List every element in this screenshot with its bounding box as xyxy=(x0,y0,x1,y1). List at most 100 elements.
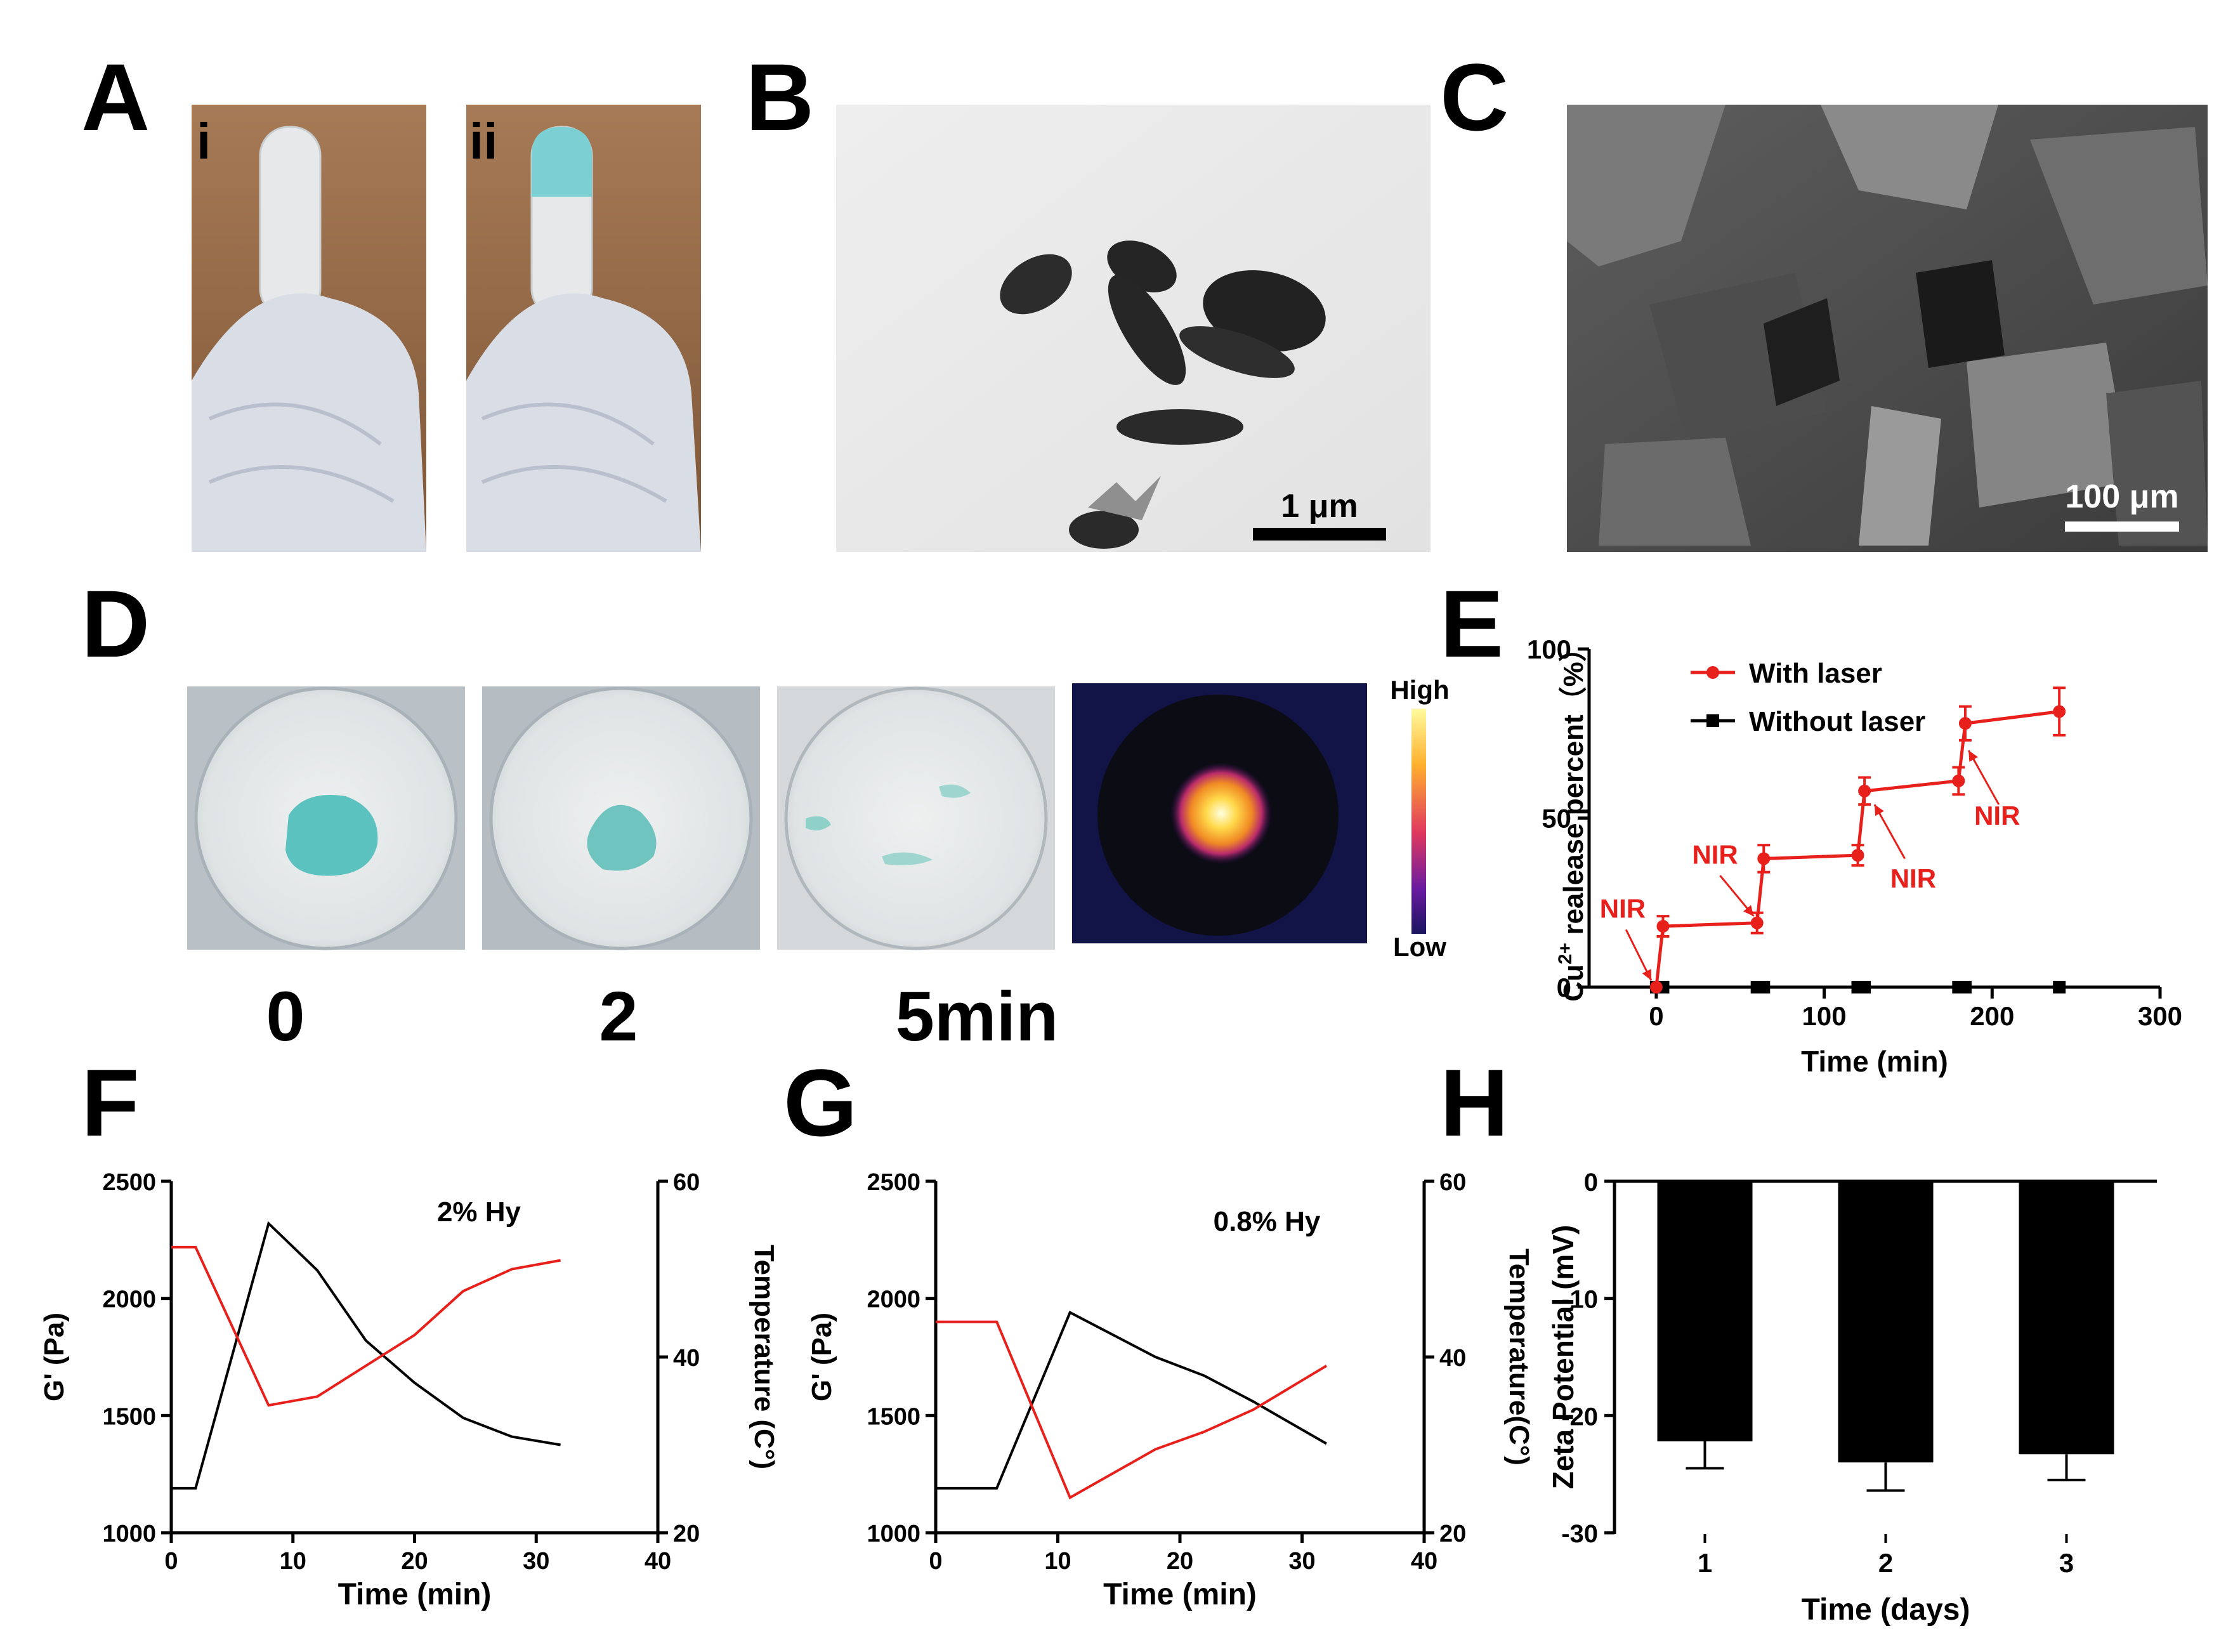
panel-label-a: A xyxy=(81,44,150,150)
h-bar xyxy=(1838,1181,1934,1463)
e-nir-arrow-head xyxy=(1875,804,1884,816)
scale-bar-label-c: 100 μm xyxy=(2065,478,2178,515)
f-right-tick-label: 60 xyxy=(673,1169,700,1196)
e-with-laser-point xyxy=(1851,849,1864,862)
e-y-tick-label: 50 xyxy=(1542,804,1571,834)
panel-a-photo-ii: ii xyxy=(466,105,701,552)
panel-label-d: D xyxy=(81,570,150,677)
chart-h-zeta-potential: 0 -10 -20 -30 1 2 3 Time (days) Zeta Potential (… xyxy=(1547,1169,2157,1627)
g-left-tick-label: 1500 xyxy=(867,1403,920,1430)
e-with-laser-point xyxy=(1649,981,1663,993)
f-x-tick-label: 40 xyxy=(645,1548,671,1575)
e-nir-annotation: NIR xyxy=(1974,801,2020,830)
panel-d-dish-5min xyxy=(777,686,1055,950)
e-x-tick-label: 300 xyxy=(2138,1001,2182,1031)
e-x-tick-label: 200 xyxy=(1970,1001,2014,1031)
e-nir-annotation: NIR xyxy=(1600,894,1646,924)
e-nir-arrow-shaft xyxy=(1967,750,2000,805)
f-right-axis-title: Temperature (C°) xyxy=(749,1245,780,1469)
e-legend-with-laser-label: With laser xyxy=(1749,658,1882,689)
e-without-laser-point xyxy=(2053,981,2066,993)
e-y-title-cu: Cu xyxy=(1558,964,1589,1002)
f-title: 2% Hy xyxy=(437,1196,521,1228)
f-modulus-line xyxy=(171,1221,561,1490)
f-left-tick-label: 2500 xyxy=(102,1169,156,1196)
e-x-tick-label: 0 xyxy=(1649,1001,1663,1031)
e-with-laser-point xyxy=(1952,774,1965,787)
panel-d-dish-2 xyxy=(482,686,760,950)
f-x-tick-label: 0 xyxy=(164,1548,178,1575)
scale-bar-b xyxy=(1253,528,1386,541)
g-x-tick-label: 10 xyxy=(1044,1548,1071,1575)
g-x-tick-label: 0 xyxy=(929,1548,942,1575)
e-nir-arrow-shaft xyxy=(1873,804,1906,860)
f-right-tick-label: 40 xyxy=(673,1345,700,1372)
panel-a-photo-i: i xyxy=(192,105,426,552)
h-y-tick-label: -20 xyxy=(1561,1403,1598,1431)
e-with-laser-point xyxy=(2053,705,2066,718)
e-legend-without-laser-label: Without laser xyxy=(1749,706,1925,737)
panel-label-b: B xyxy=(745,44,814,150)
e-legend-with-laser-marker xyxy=(1706,666,1719,679)
e-with-laser-point xyxy=(1958,717,1972,730)
h-y-tick-label: 0 xyxy=(1584,1169,1598,1196)
g-left-tick-label: 2000 xyxy=(867,1287,920,1313)
e-y-title-rest: realease percent（%） xyxy=(1558,634,1589,943)
panel-d-dish-0 xyxy=(187,686,465,950)
e-nir-arrow-head xyxy=(1968,750,1978,762)
e-y-axis-title: Cu2+ realease percent（%） xyxy=(1555,634,1589,1002)
colorbar-low-label: Low xyxy=(1393,932,1446,962)
panel-label-g: G xyxy=(783,1049,858,1156)
g-left-axis-title: G' (Pa) xyxy=(806,1313,837,1401)
h-x-tick-label: 3 xyxy=(2059,1548,2074,1578)
h-bar xyxy=(2019,1181,2114,1455)
panel-c-sem-image: 100 μm xyxy=(1567,105,2208,552)
h-x-tick-label: 2 xyxy=(1878,1548,1893,1578)
panel-label-h: H xyxy=(1440,1049,1509,1156)
e-without-laser-point xyxy=(1858,981,1871,993)
g-x-tick-label: 40 xyxy=(1411,1548,1437,1575)
e-nir-arrow-head xyxy=(1743,905,1754,917)
panel-label-c: C xyxy=(1440,44,1509,150)
photo-label-i: i xyxy=(197,113,211,169)
e-y-title-sup: 2+ xyxy=(1555,943,1576,964)
e-legend-without-laser-marker xyxy=(1706,714,1719,727)
e-without-laser-point xyxy=(1757,981,1771,993)
e-nir-annotation: NIR xyxy=(1692,839,1738,869)
f-x-axis-title: Time (min) xyxy=(338,1578,492,1611)
scale-bar-c xyxy=(2065,521,2179,532)
g-x-tick-label: 20 xyxy=(1167,1548,1193,1575)
g-right-tick-label: 20 xyxy=(1439,1521,1466,1547)
g-x-axis-title: Time (min) xyxy=(1103,1578,1257,1611)
h-y-tick-label: -30 xyxy=(1561,1520,1598,1548)
g-left-tick-label: 1000 xyxy=(867,1521,920,1547)
photo-label-ii: ii xyxy=(469,113,497,169)
e-nir-arrow-head xyxy=(1642,969,1651,981)
time-label-2: 2 xyxy=(599,978,638,1056)
e-x-axis-title: Time (min) xyxy=(1801,1045,1948,1078)
h-x-tick-label: 1 xyxy=(1698,1548,1712,1578)
chart-e-copper-release: 0 50 100 0 100 200 300 Time (min) Cu2+ realease … xyxy=(1527,634,2182,1078)
panel-label-e: E xyxy=(1440,570,1503,677)
g-right-axis-title: Temperature(C°) xyxy=(1503,1249,1535,1465)
f-right-tick-label: 20 xyxy=(673,1521,700,1547)
f-left-tick-label: 1000 xyxy=(102,1521,156,1547)
h-y-tick-label: -10 xyxy=(1561,1286,1598,1314)
g-left-tick-label: 2500 xyxy=(867,1169,920,1196)
e-with-laser-point xyxy=(1858,784,1871,797)
e-with-laser-point xyxy=(1757,852,1771,865)
scale-bar-label-b: 1 μm xyxy=(1281,488,1358,525)
time-label-5min: 5min xyxy=(896,978,1059,1056)
thermal-colorbar xyxy=(1411,709,1426,934)
g-modulus-line xyxy=(936,1311,1327,1490)
g-temperature-line xyxy=(936,1320,1328,1500)
f-x-tick-label: 30 xyxy=(523,1548,549,1575)
f-temperature-line xyxy=(171,1245,561,1407)
g-right-tick-label: 40 xyxy=(1439,1345,1466,1372)
time-label-0: 0 xyxy=(266,978,304,1056)
e-y-tick-label: 100 xyxy=(1527,634,1571,664)
h-bar xyxy=(1657,1181,1753,1441)
